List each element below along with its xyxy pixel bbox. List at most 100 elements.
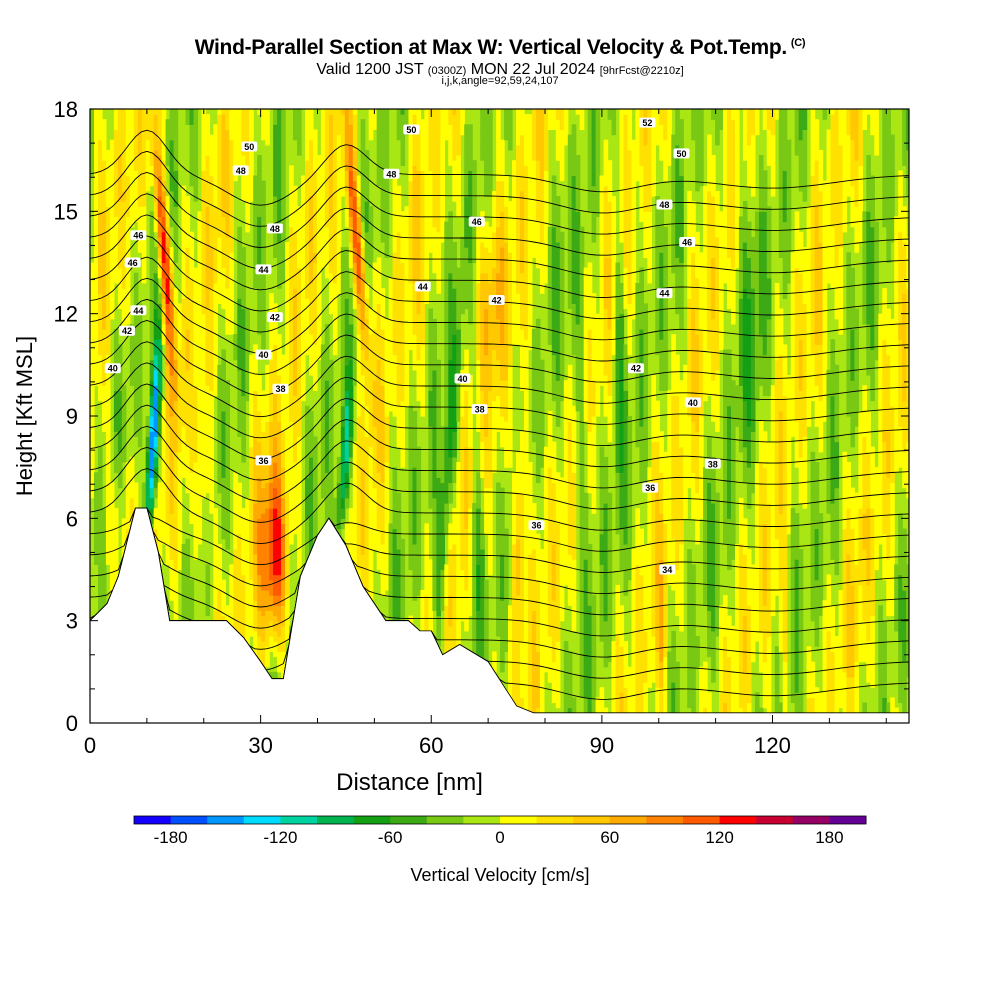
velocity-cell bbox=[229, 605, 234, 611]
velocity-cell bbox=[257, 288, 262, 294]
velocity-cell bbox=[169, 329, 175, 335]
velocity-cell bbox=[233, 620, 238, 627]
velocity-cell bbox=[245, 395, 250, 402]
velocity-cell bbox=[129, 129, 135, 136]
velocity-cell bbox=[189, 421, 195, 427]
velocity-cell bbox=[189, 497, 195, 504]
velocity-cell bbox=[197, 380, 203, 386]
velocity-cell bbox=[141, 211, 147, 217]
velocity-cell bbox=[161, 303, 167, 310]
velocity-cell bbox=[233, 508, 238, 514]
velocity-cell bbox=[237, 508, 242, 514]
velocity-cell bbox=[225, 431, 230, 437]
velocity-cell bbox=[137, 155, 143, 161]
velocity-cell bbox=[193, 149, 199, 156]
velocity-cell bbox=[229, 201, 234, 207]
velocity-cell bbox=[109, 221, 115, 228]
velocity-cell bbox=[305, 252, 310, 258]
velocity-cell bbox=[189, 165, 195, 171]
velocity-cell bbox=[133, 165, 139, 171]
velocity-cell bbox=[324, 160, 330, 166]
velocity-cell bbox=[213, 149, 218, 156]
velocity-cell bbox=[344, 405, 350, 412]
velocity-cell bbox=[233, 477, 238, 484]
velocity-cell bbox=[344, 533, 350, 540]
velocity-cell bbox=[157, 180, 163, 187]
velocity-cell bbox=[165, 262, 171, 269]
velocity-cell bbox=[189, 416, 195, 422]
velocity-cell bbox=[125, 492, 131, 499]
velocity-cell bbox=[225, 190, 230, 197]
velocity-cell bbox=[213, 308, 218, 315]
velocity-cell bbox=[281, 426, 286, 432]
velocity-cell bbox=[185, 456, 191, 463]
velocity-cell bbox=[193, 487, 199, 494]
velocity-cell bbox=[285, 472, 290, 478]
velocity-cell bbox=[257, 185, 262, 192]
velocity-cell bbox=[285, 436, 290, 443]
velocity-cell bbox=[181, 564, 187, 571]
velocity-cell bbox=[356, 549, 362, 555]
velocity-cell bbox=[297, 329, 302, 335]
velocity-cell bbox=[201, 410, 207, 417]
velocity-cell bbox=[225, 252, 230, 258]
velocity-cell bbox=[269, 436, 274, 443]
velocity-cell bbox=[257, 109, 262, 115]
velocity-cell bbox=[344, 170, 350, 177]
velocity-cell bbox=[257, 497, 262, 504]
velocity-cell bbox=[173, 354, 179, 361]
velocity-cell bbox=[161, 216, 167, 223]
velocity-cell bbox=[309, 293, 314, 299]
velocity-cell bbox=[149, 160, 155, 166]
velocity-cell bbox=[113, 467, 119, 473]
velocity-cell bbox=[189, 441, 195, 448]
velocity-cell bbox=[217, 257, 222, 264]
velocity-cell bbox=[185, 584, 191, 591]
velocity-cell bbox=[245, 334, 250, 340]
velocity-cell bbox=[245, 124, 250, 130]
velocity-cell bbox=[313, 175, 318, 182]
velocity-cell bbox=[189, 354, 195, 361]
velocity-cell bbox=[137, 329, 143, 335]
velocity-cell bbox=[245, 605, 250, 611]
velocity-cell bbox=[360, 579, 366, 586]
velocity-cell bbox=[237, 308, 242, 315]
velocity-cell bbox=[309, 190, 314, 197]
velocity-cell bbox=[213, 564, 218, 571]
velocity-cell bbox=[273, 395, 278, 402]
velocity-cell bbox=[153, 180, 159, 187]
velocity-cell bbox=[217, 426, 222, 432]
velocity-cell bbox=[253, 242, 258, 248]
velocity-cell bbox=[173, 405, 179, 412]
velocity-cell bbox=[149, 288, 155, 294]
velocity-cell bbox=[173, 298, 179, 304]
velocity-cell bbox=[113, 277, 119, 284]
velocity-cell bbox=[277, 349, 282, 356]
velocity-cell bbox=[265, 543, 270, 550]
velocity-cell bbox=[293, 339, 298, 345]
velocity-cell bbox=[185, 472, 191, 478]
velocity-cell bbox=[105, 554, 111, 560]
velocity-cell bbox=[109, 185, 115, 192]
velocity-cell bbox=[285, 467, 290, 473]
velocity-cell bbox=[205, 308, 211, 315]
velocity-cell bbox=[205, 185, 211, 192]
velocity-cell bbox=[94, 298, 99, 304]
velocity-cell bbox=[281, 574, 286, 581]
velocity-cell bbox=[98, 487, 103, 494]
velocity-cell bbox=[161, 293, 167, 299]
velocity-cell bbox=[117, 446, 123, 453]
velocity-cell bbox=[173, 533, 179, 540]
velocity-cell bbox=[309, 155, 314, 161]
velocity-cell bbox=[161, 283, 167, 289]
velocity-cell bbox=[237, 339, 242, 345]
velocity-cell bbox=[237, 262, 242, 269]
velocity-cell bbox=[352, 124, 358, 130]
velocity-cell bbox=[205, 139, 211, 146]
velocity-cell bbox=[98, 364, 103, 371]
velocity-cell bbox=[273, 538, 278, 545]
velocity-cell bbox=[229, 139, 234, 146]
velocity-cell bbox=[90, 144, 95, 151]
velocity-cell bbox=[173, 564, 179, 571]
velocity-cell bbox=[348, 180, 354, 187]
